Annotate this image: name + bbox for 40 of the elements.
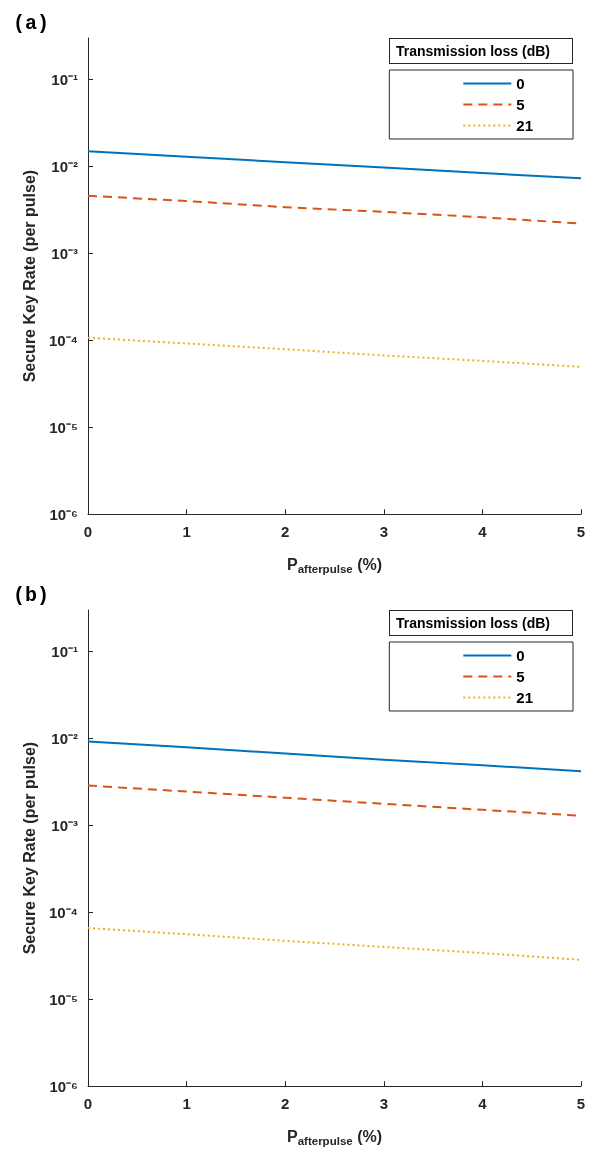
chart-title: (b) bbox=[13, 583, 50, 607]
x-tick-label: 3 bbox=[379, 1095, 388, 1113]
x-tick-label: 5 bbox=[576, 523, 586, 541]
x-tick-label: 0 bbox=[83, 1095, 93, 1113]
y-tick-label: 10⁻⁶ bbox=[49, 1077, 78, 1095]
x-tick-label: 1 bbox=[182, 523, 191, 541]
line-series bbox=[87, 336, 582, 368]
x-tick-label: 5 bbox=[576, 1095, 586, 1113]
line-series bbox=[87, 150, 582, 180]
legend-label: 21 bbox=[516, 117, 533, 134]
x-tick-label: 4 bbox=[478, 523, 488, 541]
y-tick-label: 10⁻¹ bbox=[51, 70, 78, 88]
x-tick-label: 2 bbox=[281, 523, 290, 541]
x-tick-label: 0 bbox=[83, 523, 93, 541]
chart-title: (a) bbox=[13, 11, 50, 35]
y-tick-label: 10⁻³ bbox=[51, 244, 78, 262]
y-tick-label: 10⁻⁶ bbox=[49, 505, 78, 523]
y-tick-label: 10⁻² bbox=[51, 157, 78, 175]
legend-title: Transmission loss (dB) bbox=[396, 43, 551, 59]
y-tick-label: 10⁻² bbox=[51, 729, 78, 747]
y-tick-label: 10⁻⁴ bbox=[48, 331, 78, 349]
legend-label: 0 bbox=[516, 75, 525, 92]
y-tick-label: 10⁻⁵ bbox=[49, 418, 78, 436]
y-axis-title: Secure Key Rate (per pulse) bbox=[21, 741, 39, 955]
legend-label: 0 bbox=[516, 647, 525, 664]
y-axis-title: Secure Key Rate (per pulse) bbox=[21, 169, 39, 383]
y-tick-label: 10⁻¹ bbox=[51, 642, 78, 660]
legend-label: 5 bbox=[516, 96, 525, 113]
x-tick-label: 4 bbox=[478, 1095, 488, 1113]
legend-label: 21 bbox=[516, 689, 533, 706]
y-tick-label: 10⁻⁵ bbox=[49, 990, 78, 1008]
x-tick-label: 1 bbox=[182, 1095, 191, 1113]
line-series bbox=[87, 927, 582, 961]
legend-title: Transmission loss (dB) bbox=[396, 615, 551, 631]
y-tick-label: 10⁻³ bbox=[51, 816, 78, 834]
x-tick-label: 2 bbox=[281, 1095, 290, 1113]
y-tick-label: 10⁻⁴ bbox=[48, 903, 78, 921]
x-tick-label: 3 bbox=[379, 523, 388, 541]
line-series bbox=[87, 740, 582, 773]
legend-label: 5 bbox=[516, 668, 525, 685]
